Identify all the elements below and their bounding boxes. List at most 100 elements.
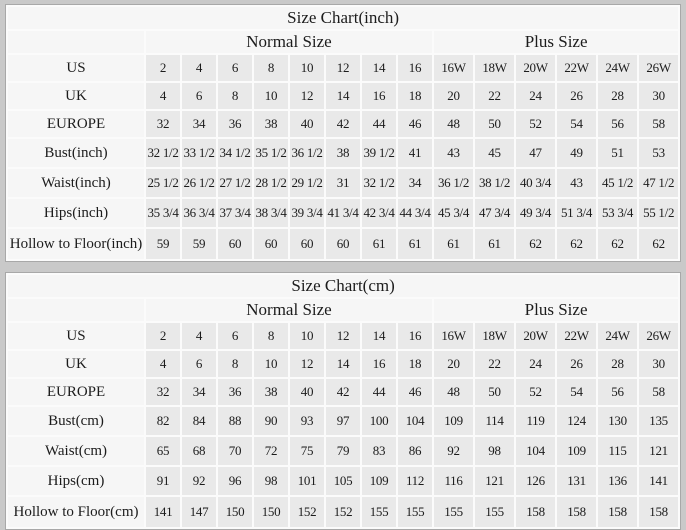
size-value-cell: 24W	[598, 323, 637, 349]
size-value-cell: 126	[516, 467, 555, 495]
size-value-cell: 119	[516, 407, 555, 435]
size-value-cell: 92	[434, 437, 473, 465]
size-value-cell: 38 1/2	[475, 169, 514, 197]
size-value-cell: 98	[475, 437, 514, 465]
size-value-cell: 49	[557, 139, 596, 167]
size-value-cell: 100	[362, 407, 396, 435]
size-value-cell: 33 1/2	[182, 139, 216, 167]
size-value-cell: 25 1/2	[146, 169, 180, 197]
size-value-cell: 27 1/2	[218, 169, 252, 197]
size-chart-cm-table: Size Chart(cm) Normal Size Plus Size US 2…	[5, 272, 682, 530]
size-value-cell: 155	[475, 497, 514, 527]
size-value-cell: 55 1/2	[639, 199, 679, 227]
size-value-cell: 22	[475, 351, 514, 377]
size-value-cell: 104	[516, 437, 555, 465]
size-value-cell: 22	[475, 83, 514, 109]
size-value-cell: 16W	[434, 323, 473, 349]
size-value-cell: 35 3/4	[146, 199, 180, 227]
size-value-cell: 43	[557, 169, 596, 197]
size-value-cell: 84	[182, 407, 216, 435]
size-value-cell: 115	[598, 437, 637, 465]
size-value-cell: 36 1/2	[290, 139, 324, 167]
size-value-cell: 60	[290, 229, 324, 259]
size-value-cell: 4	[146, 351, 180, 377]
size-value-cell: 4	[182, 55, 216, 81]
size-value-cell: 32 1/2	[146, 139, 180, 167]
size-value-cell: 105	[326, 467, 360, 495]
size-value-cell: 34	[182, 379, 216, 405]
table-row: Hollow to Floor(cm) 141 147 150 150 152 152 155…	[8, 497, 679, 527]
size-value-cell: 88	[218, 407, 252, 435]
table-row: Bust(cm) 82 84 88 90 93 97 100 104 109 114 119 124 13…	[8, 407, 679, 435]
size-value-cell: 51	[598, 139, 637, 167]
row-label: Bust(cm)	[8, 407, 144, 435]
size-value-cell: 121	[639, 437, 679, 465]
size-value-cell: 59	[146, 229, 180, 259]
size-value-cell: 72	[254, 437, 288, 465]
table-row: US 2 4 6 8 10 12 14 16 16W 18W 20W 22W 24W 26W	[8, 323, 679, 349]
size-value-cell: 61	[362, 229, 396, 259]
size-value-cell: 45 1/2	[598, 169, 637, 197]
size-value-cell: 18	[398, 351, 432, 377]
size-value-cell: 41 3/4	[326, 199, 360, 227]
size-value-cell: 32	[146, 379, 180, 405]
size-value-cell: 32 1/2	[362, 169, 396, 197]
size-value-cell: 14	[362, 323, 396, 349]
size-value-cell: 58	[639, 379, 679, 405]
size-value-cell: 158	[557, 497, 596, 527]
size-value-cell: 20W	[516, 323, 555, 349]
size-value-cell: 62	[557, 229, 596, 259]
size-value-cell: 141	[146, 497, 180, 527]
size-value-cell: 114	[475, 407, 514, 435]
size-value-cell: 42	[326, 379, 360, 405]
size-value-cell: 32	[146, 111, 180, 137]
size-value-cell: 131	[557, 467, 596, 495]
size-value-cell: 26	[557, 83, 596, 109]
size-value-cell: 56	[598, 379, 637, 405]
size-value-cell: 92	[182, 467, 216, 495]
size-value-cell: 43	[434, 139, 473, 167]
size-value-cell: 36	[218, 379, 252, 405]
size-value-cell: 2	[146, 55, 180, 81]
size-value-cell: 56	[598, 111, 637, 137]
table-row: Hips(inch) 35 3/4 36 3/4 37 3/4 38 3/4 39 3/4…	[8, 199, 679, 227]
size-value-cell: 109	[434, 407, 473, 435]
table-row: UK 4 6 8 10 12 14 16 18 20 22 24 26 28 30	[8, 351, 679, 377]
table-title-row: Size Chart(inch)	[8, 7, 679, 29]
size-value-cell: 14	[326, 83, 360, 109]
size-value-cell: 60	[254, 229, 288, 259]
size-value-cell: 93	[290, 407, 324, 435]
size-value-cell: 46	[398, 379, 432, 405]
size-value-cell: 20	[434, 83, 473, 109]
size-value-cell: 39 3/4	[290, 199, 324, 227]
row-label: Bust(inch)	[8, 139, 144, 167]
size-value-cell: 30	[639, 351, 679, 377]
size-value-cell: 29 1/2	[290, 169, 324, 197]
size-value-cell: 18W	[475, 55, 514, 81]
row-label: UK	[8, 83, 144, 109]
corner-cell	[8, 31, 144, 53]
table-title: Size Chart(cm)	[8, 275, 679, 297]
size-value-cell: 26W	[639, 323, 679, 349]
size-value-cell: 54	[557, 111, 596, 137]
size-value-cell: 51 3/4	[557, 199, 596, 227]
row-label: Hips(inch)	[8, 199, 144, 227]
size-value-cell: 26	[557, 351, 596, 377]
size-group-header-row: Normal Size Plus Size	[8, 31, 679, 53]
size-value-cell: 40 3/4	[516, 169, 555, 197]
size-value-cell: 26W	[639, 55, 679, 81]
table-title-row: Size Chart(cm)	[8, 275, 679, 297]
row-label: EUROPE	[8, 111, 144, 137]
size-value-cell: 20W	[516, 55, 555, 81]
size-value-cell: 121	[475, 467, 514, 495]
size-value-cell: 152	[326, 497, 360, 527]
size-value-cell: 53 3/4	[598, 199, 637, 227]
size-value-cell: 52	[516, 111, 555, 137]
table-row: EUROPE 32 34 36 38 40 42 44 46 48 50 52 54 56 58	[8, 111, 679, 137]
size-value-cell: 22W	[557, 55, 596, 81]
size-value-cell: 62	[516, 229, 555, 259]
row-label: UK	[8, 351, 144, 377]
size-value-cell: 38	[254, 379, 288, 405]
table-row: Hollow to Floor(inch) 59 59 60 60 60 60 61 61 61 6…	[8, 229, 679, 259]
size-value-cell: 49 3/4	[516, 199, 555, 227]
